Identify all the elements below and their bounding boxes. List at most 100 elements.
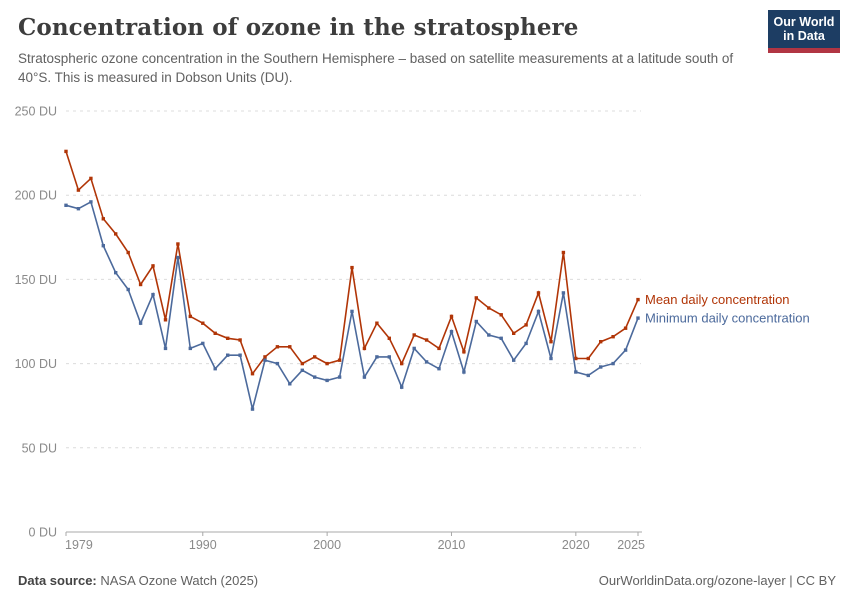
data-point-mean-1991 [213, 331, 217, 335]
credit-link[interactable]: OurWorldinData.org/ozone-layer | CC BY [598, 573, 836, 588]
data-point-mean-2025 [636, 297, 640, 302]
data-point-minimum-2011 [462, 370, 466, 374]
data-point-mean-2020 [574, 356, 578, 361]
data-point-mean-2003 [362, 346, 367, 351]
y-tick-label-100: 100 DU [15, 357, 57, 371]
data-point-mean-2016 [524, 323, 528, 327]
data-point-minimum-1982 [101, 244, 105, 248]
data-point-minimum-1986 [151, 292, 155, 297]
data-point-minimum-2018 [549, 356, 553, 361]
data-point-mean-1987 [163, 318, 168, 322]
data-point-minimum-1984 [126, 287, 130, 292]
data-point-mean-1982 [101, 217, 105, 221]
data-point-mean-2021 [586, 356, 590, 361]
data-point-mean-1995 [263, 355, 267, 359]
data-point-minimum-2013 [487, 333, 491, 337]
y-tick-label-50: 50 DU [22, 441, 57, 455]
chart-subtitle: Stratospheric ozone concentration in the… [18, 51, 734, 85]
legend-label-mean: Mean daily concentration [645, 292, 790, 307]
data-point-mean-2009 [437, 346, 441, 351]
data-point-minimum-1980 [76, 207, 81, 211]
data-point-minimum-2016 [524, 341, 528, 346]
data-point-minimum-1992 [226, 353, 230, 357]
data-point-mean-1985 [138, 282, 143, 287]
data-point-mean-1990 [201, 321, 205, 325]
data-point-minimum-1990 [201, 341, 205, 346]
y-tick-label-0: 0 DU [29, 526, 57, 540]
data-point-minimum-2019 [561, 291, 566, 295]
data-point-minimum-2003 [362, 375, 367, 379]
data-point-mean-1999 [313, 355, 317, 359]
x-tick-label-1979: 1979 [65, 538, 93, 552]
data-point-minimum-1998 [300, 368, 304, 372]
data-point-mean-2018 [549, 340, 553, 344]
data-point-minimum-2012 [474, 319, 478, 324]
data-source-value: NASA Ozone Watch (2025) [100, 573, 259, 588]
data-point-minimum-1995 [263, 358, 267, 362]
data-point-minimum-2000 [325, 378, 329, 383]
data-point-mean-2007 [412, 333, 416, 337]
chart-footer: Data source: NASA Ozone Watch (2025) Our… [18, 573, 836, 588]
legend-label-minimum: Minimum daily concentration [645, 311, 810, 326]
data-point-mean-2024 [623, 326, 628, 330]
data-point-mean-1986 [151, 264, 155, 268]
data-point-minimum-1983 [114, 271, 118, 275]
data-source: Data source: NASA Ozone Watch (2025) [18, 573, 258, 588]
page-title: Concentration of ozone in the stratosphe… [18, 14, 579, 41]
data-point-mean-1992 [226, 336, 230, 340]
data-point-minimum-2001 [337, 375, 342, 379]
data-point-mean-2008 [424, 338, 429, 342]
data-point-mean-2014 [499, 313, 503, 317]
data-point-minimum-1994 [250, 407, 255, 411]
data-point-minimum-2025 [636, 316, 640, 320]
data-point-mean-2023 [611, 335, 615, 339]
data-point-minimum-1988 [176, 255, 180, 260]
chart-header: Concentration of ozone in the stratosphe… [18, 14, 758, 87]
data-point-mean-1993 [238, 338, 242, 342]
data-point-minimum-1991 [213, 367, 217, 371]
data-point-mean-2006 [400, 361, 404, 366]
data-point-minimum-2020 [574, 370, 578, 374]
data-point-minimum-1996 [275, 361, 280, 366]
data-point-mean-2017 [536, 291, 541, 295]
owid-logo: Our World in Data [768, 10, 840, 53]
x-tick-label-2020: 2020 [562, 538, 590, 552]
data-point-minimum-1979 [64, 203, 68, 207]
data-point-mean-1983 [114, 232, 118, 236]
data-point-minimum-2005 [387, 355, 391, 359]
data-point-minimum-2017 [536, 309, 541, 314]
owid-logo-line1: Our World [773, 15, 835, 29]
y-tick-label-200: 200 DU [15, 189, 57, 203]
data-point-mean-2005 [387, 336, 391, 340]
data-point-minimum-1997 [288, 382, 292, 386]
data-point-mean-1980 [76, 188, 81, 192]
data-point-minimum-2010 [449, 329, 454, 334]
data-point-minimum-1999 [313, 375, 317, 379]
data-point-minimum-1989 [188, 346, 192, 351]
data-point-minimum-2021 [586, 373, 590, 378]
data-point-mean-1994 [250, 372, 255, 376]
data-point-mean-2004 [375, 321, 379, 325]
data-point-mean-2019 [561, 250, 566, 255]
series-line-minimum [65, 200, 639, 410]
owid-logo-line2: in Data [783, 29, 825, 43]
data-point-mean-1996 [275, 345, 280, 349]
data-point-minimum-2024 [623, 348, 628, 352]
data-point-mean-1979 [64, 149, 68, 154]
data-point-mean-1984 [126, 250, 130, 255]
data-point-mean-2010 [449, 314, 454, 319]
data-point-minimum-2014 [499, 336, 503, 340]
data-point-minimum-2008 [424, 360, 429, 364]
data-source-label: Data source: [18, 573, 97, 588]
data-point-minimum-1985 [138, 321, 143, 325]
data-point-mean-2013 [487, 306, 491, 310]
x-tick-label-1990: 1990 [189, 538, 217, 552]
data-point-mean-2011 [462, 350, 466, 354]
data-point-minimum-1981 [89, 200, 93, 204]
data-point-mean-1988 [176, 242, 180, 246]
data-point-mean-1997 [288, 345, 292, 349]
data-point-minimum-2022 [599, 365, 603, 369]
x-tick-label-2010: 2010 [438, 538, 466, 552]
